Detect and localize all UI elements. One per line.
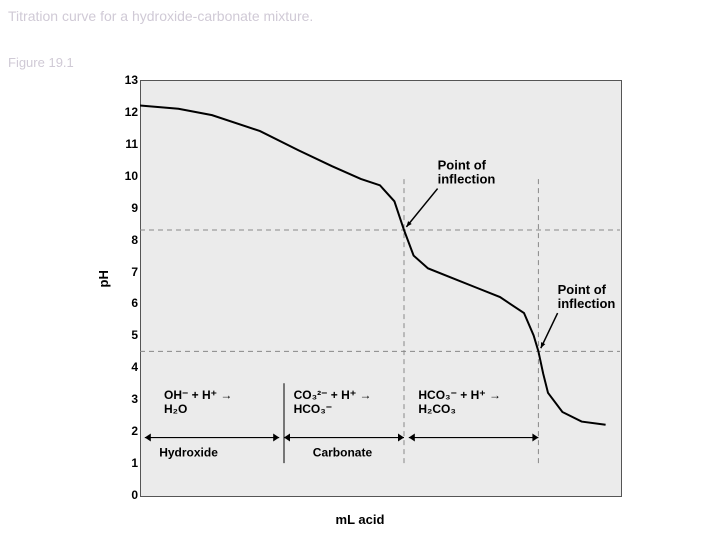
svg-text:Hydroxide: Hydroxide xyxy=(159,446,218,460)
svg-text:Carbonate: Carbonate xyxy=(313,446,373,460)
y-tick: 10 xyxy=(120,169,138,183)
figure-label: Figure 19.1 xyxy=(8,55,74,70)
y-tick: 8 xyxy=(120,233,138,247)
page-title: Titration curve for a hydroxide-carbonat… xyxy=(8,8,313,24)
svg-text:Point ofinflection: Point ofinflection xyxy=(438,157,496,186)
x-axis-label: mL acid xyxy=(336,512,385,527)
y-tick: 0 xyxy=(120,488,138,502)
svg-text:Point ofinflection: Point ofinflection xyxy=(558,282,616,311)
y-tick: 13 xyxy=(120,73,138,87)
y-tick: 2 xyxy=(120,424,138,438)
svg-text:CO₃²⁻ + H⁺ →HCO₃⁻: CO₃²⁻ + H⁺ →HCO₃⁻ xyxy=(294,388,372,416)
y-tick: 9 xyxy=(120,201,138,215)
y-tick: 11 xyxy=(120,137,138,151)
y-tick: 6 xyxy=(120,296,138,310)
titration-chart: pH mL acid 012345678910111213 Point ofin… xyxy=(100,80,620,525)
svg-text:OH⁻ + H⁺ →H₂O: OH⁻ + H⁺ →H₂O xyxy=(164,388,232,416)
y-tick: 5 xyxy=(120,328,138,342)
y-tick: 4 xyxy=(120,360,138,374)
y-tick: 1 xyxy=(120,456,138,470)
y-tick: 12 xyxy=(120,105,138,119)
y-tick: 3 xyxy=(120,392,138,406)
svg-text:HCO₃⁻ + H⁺ →H₂CO₃: HCO₃⁻ + H⁺ →H₂CO₃ xyxy=(418,388,501,416)
y-tick: 7 xyxy=(120,265,138,279)
chart-svg: Point ofinflection Point ofinflection OH⁻ … xyxy=(140,80,620,495)
y-axis-label: pH xyxy=(96,270,111,287)
